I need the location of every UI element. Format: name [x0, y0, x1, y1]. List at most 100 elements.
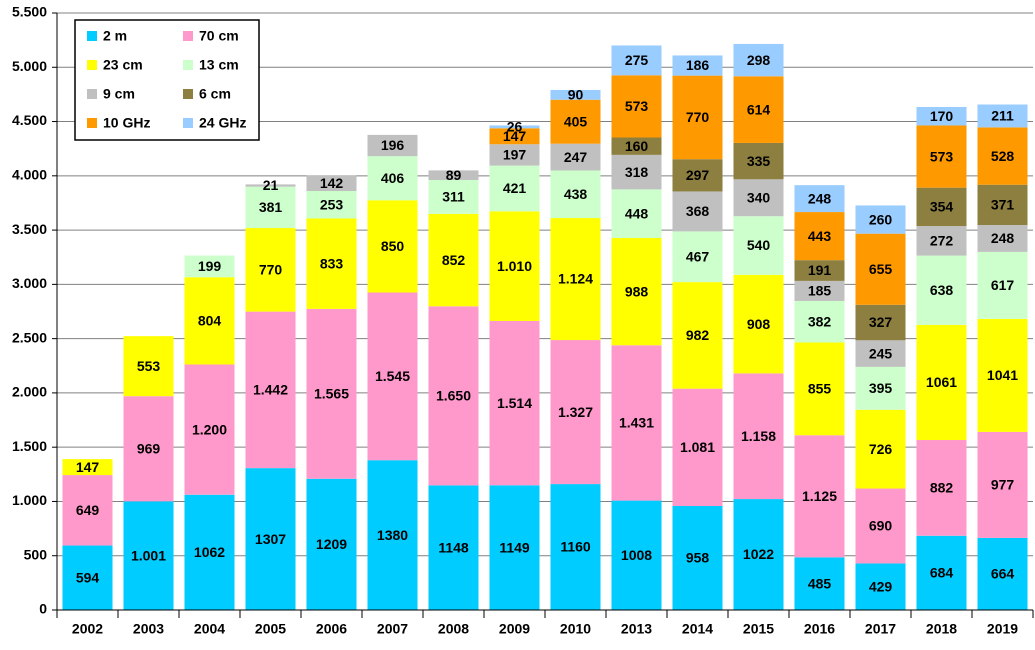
x-tick-label: 2007 [377, 621, 408, 637]
bar-segment [733, 76, 784, 143]
legend-swatch [183, 31, 193, 41]
y-tick-label: 2.000 [12, 384, 47, 400]
value-label: 1148 [438, 539, 469, 555]
x-tick-label: 2010 [560, 621, 591, 637]
bar-segment [550, 484, 601, 610]
value-label: 245 [869, 345, 893, 361]
bar-segment [977, 537, 1028, 610]
value-label: 1.124 [558, 271, 593, 287]
value-label: 443 [808, 228, 832, 244]
legend-label: 70 cm [199, 28, 239, 44]
bar-segment [550, 218, 601, 341]
bar-segment [855, 409, 906, 489]
bar-segment [916, 226, 967, 256]
value-label: 958 [686, 550, 710, 566]
bar-segment [794, 260, 845, 281]
value-label: 664 [991, 566, 1015, 582]
value-label: 311 [442, 189, 465, 205]
value-label: 248 [991, 230, 1015, 246]
x-tick-label: 2018 [926, 621, 957, 637]
bar-segment [855, 205, 906, 234]
y-tick-label: 4.500 [12, 112, 47, 128]
value-label: 467 [686, 248, 710, 264]
bar-segment [611, 500, 662, 610]
bar-segment [977, 431, 1028, 538]
value-label: 197 [503, 147, 527, 163]
bar-segment [916, 187, 967, 227]
bar-segment [855, 366, 906, 410]
value-label: 371 [991, 197, 1015, 213]
value-label: 448 [625, 205, 649, 221]
value-label: 211 [991, 108, 1014, 124]
value-label: 833 [320, 255, 344, 271]
value-label: 1.650 [436, 388, 471, 404]
legend-label: 10 GHz [103, 115, 150, 131]
value-label: 1022 [743, 546, 774, 562]
bar-segment [306, 218, 357, 309]
value-label: 1.565 [314, 386, 349, 402]
value-label: 655 [869, 261, 893, 277]
value-label: 185 [808, 283, 832, 299]
bar-segment [550, 99, 601, 144]
x-tick-label: 2005 [255, 621, 286, 637]
bar-segment [672, 191, 723, 232]
bar-segment [611, 345, 662, 501]
bar-segment [977, 224, 1028, 252]
bar-segment [611, 75, 662, 138]
x-tick-label: 2017 [865, 621, 896, 637]
bar-segment [794, 185, 845, 213]
legend-swatch [87, 31, 97, 41]
bar-segment [794, 435, 845, 558]
bar-segment [794, 280, 845, 301]
value-label: 988 [625, 283, 649, 299]
bar-segment [123, 501, 174, 610]
value-label: 1.431 [619, 415, 654, 431]
bar-segment [855, 563, 906, 610]
value-label: 969 [137, 440, 161, 456]
value-label: 21 [263, 177, 279, 193]
x-tick-label: 2015 [743, 621, 774, 637]
value-label: 1062 [194, 544, 225, 560]
legend-label: 6 cm [199, 86, 231, 102]
value-label: 850 [381, 238, 405, 254]
legend-label: 24 GHz [199, 115, 246, 131]
bar-segment [306, 175, 357, 192]
bar-segment [733, 179, 784, 217]
value-label: 649 [76, 502, 100, 518]
y-tick-label: 5.500 [12, 4, 47, 20]
x-tick-label: 2014 [682, 621, 713, 637]
value-label: 540 [747, 237, 771, 253]
y-tick-label: 2.500 [12, 329, 47, 345]
bar-segment [672, 159, 723, 192]
value-label: 1.327 [558, 404, 593, 420]
legend-swatch [87, 118, 97, 128]
value-label: 1041 [987, 367, 1018, 383]
value-label: 160 [625, 138, 649, 154]
value-label: 90 [568, 87, 584, 103]
bar-segment [184, 494, 235, 610]
bar-segment [916, 255, 967, 325]
bar-segment [245, 311, 296, 469]
value-label: 726 [869, 441, 893, 457]
value-label: 406 [381, 170, 405, 186]
bar-segment [672, 506, 723, 610]
value-label: 852 [442, 252, 466, 268]
bar-segment [794, 342, 845, 436]
value-label: 690 [869, 518, 893, 534]
value-label: 1.442 [253, 382, 288, 398]
bar-segment [428, 306, 479, 486]
bar-segment [611, 137, 662, 155]
value-label: 553 [137, 358, 161, 374]
bar-segment [489, 128, 540, 145]
bar-segment [428, 213, 479, 307]
value-label: 170 [930, 108, 954, 124]
value-label: 429 [869, 578, 893, 594]
value-label: 1008 [621, 547, 652, 563]
value-label: 335 [747, 153, 771, 169]
bar-segment [123, 336, 174, 397]
value-label: 770 [259, 262, 283, 278]
value-label: 196 [381, 137, 405, 153]
value-label: 908 [747, 316, 771, 332]
value-label: 855 [808, 381, 832, 397]
value-label: 1061 [926, 374, 957, 390]
